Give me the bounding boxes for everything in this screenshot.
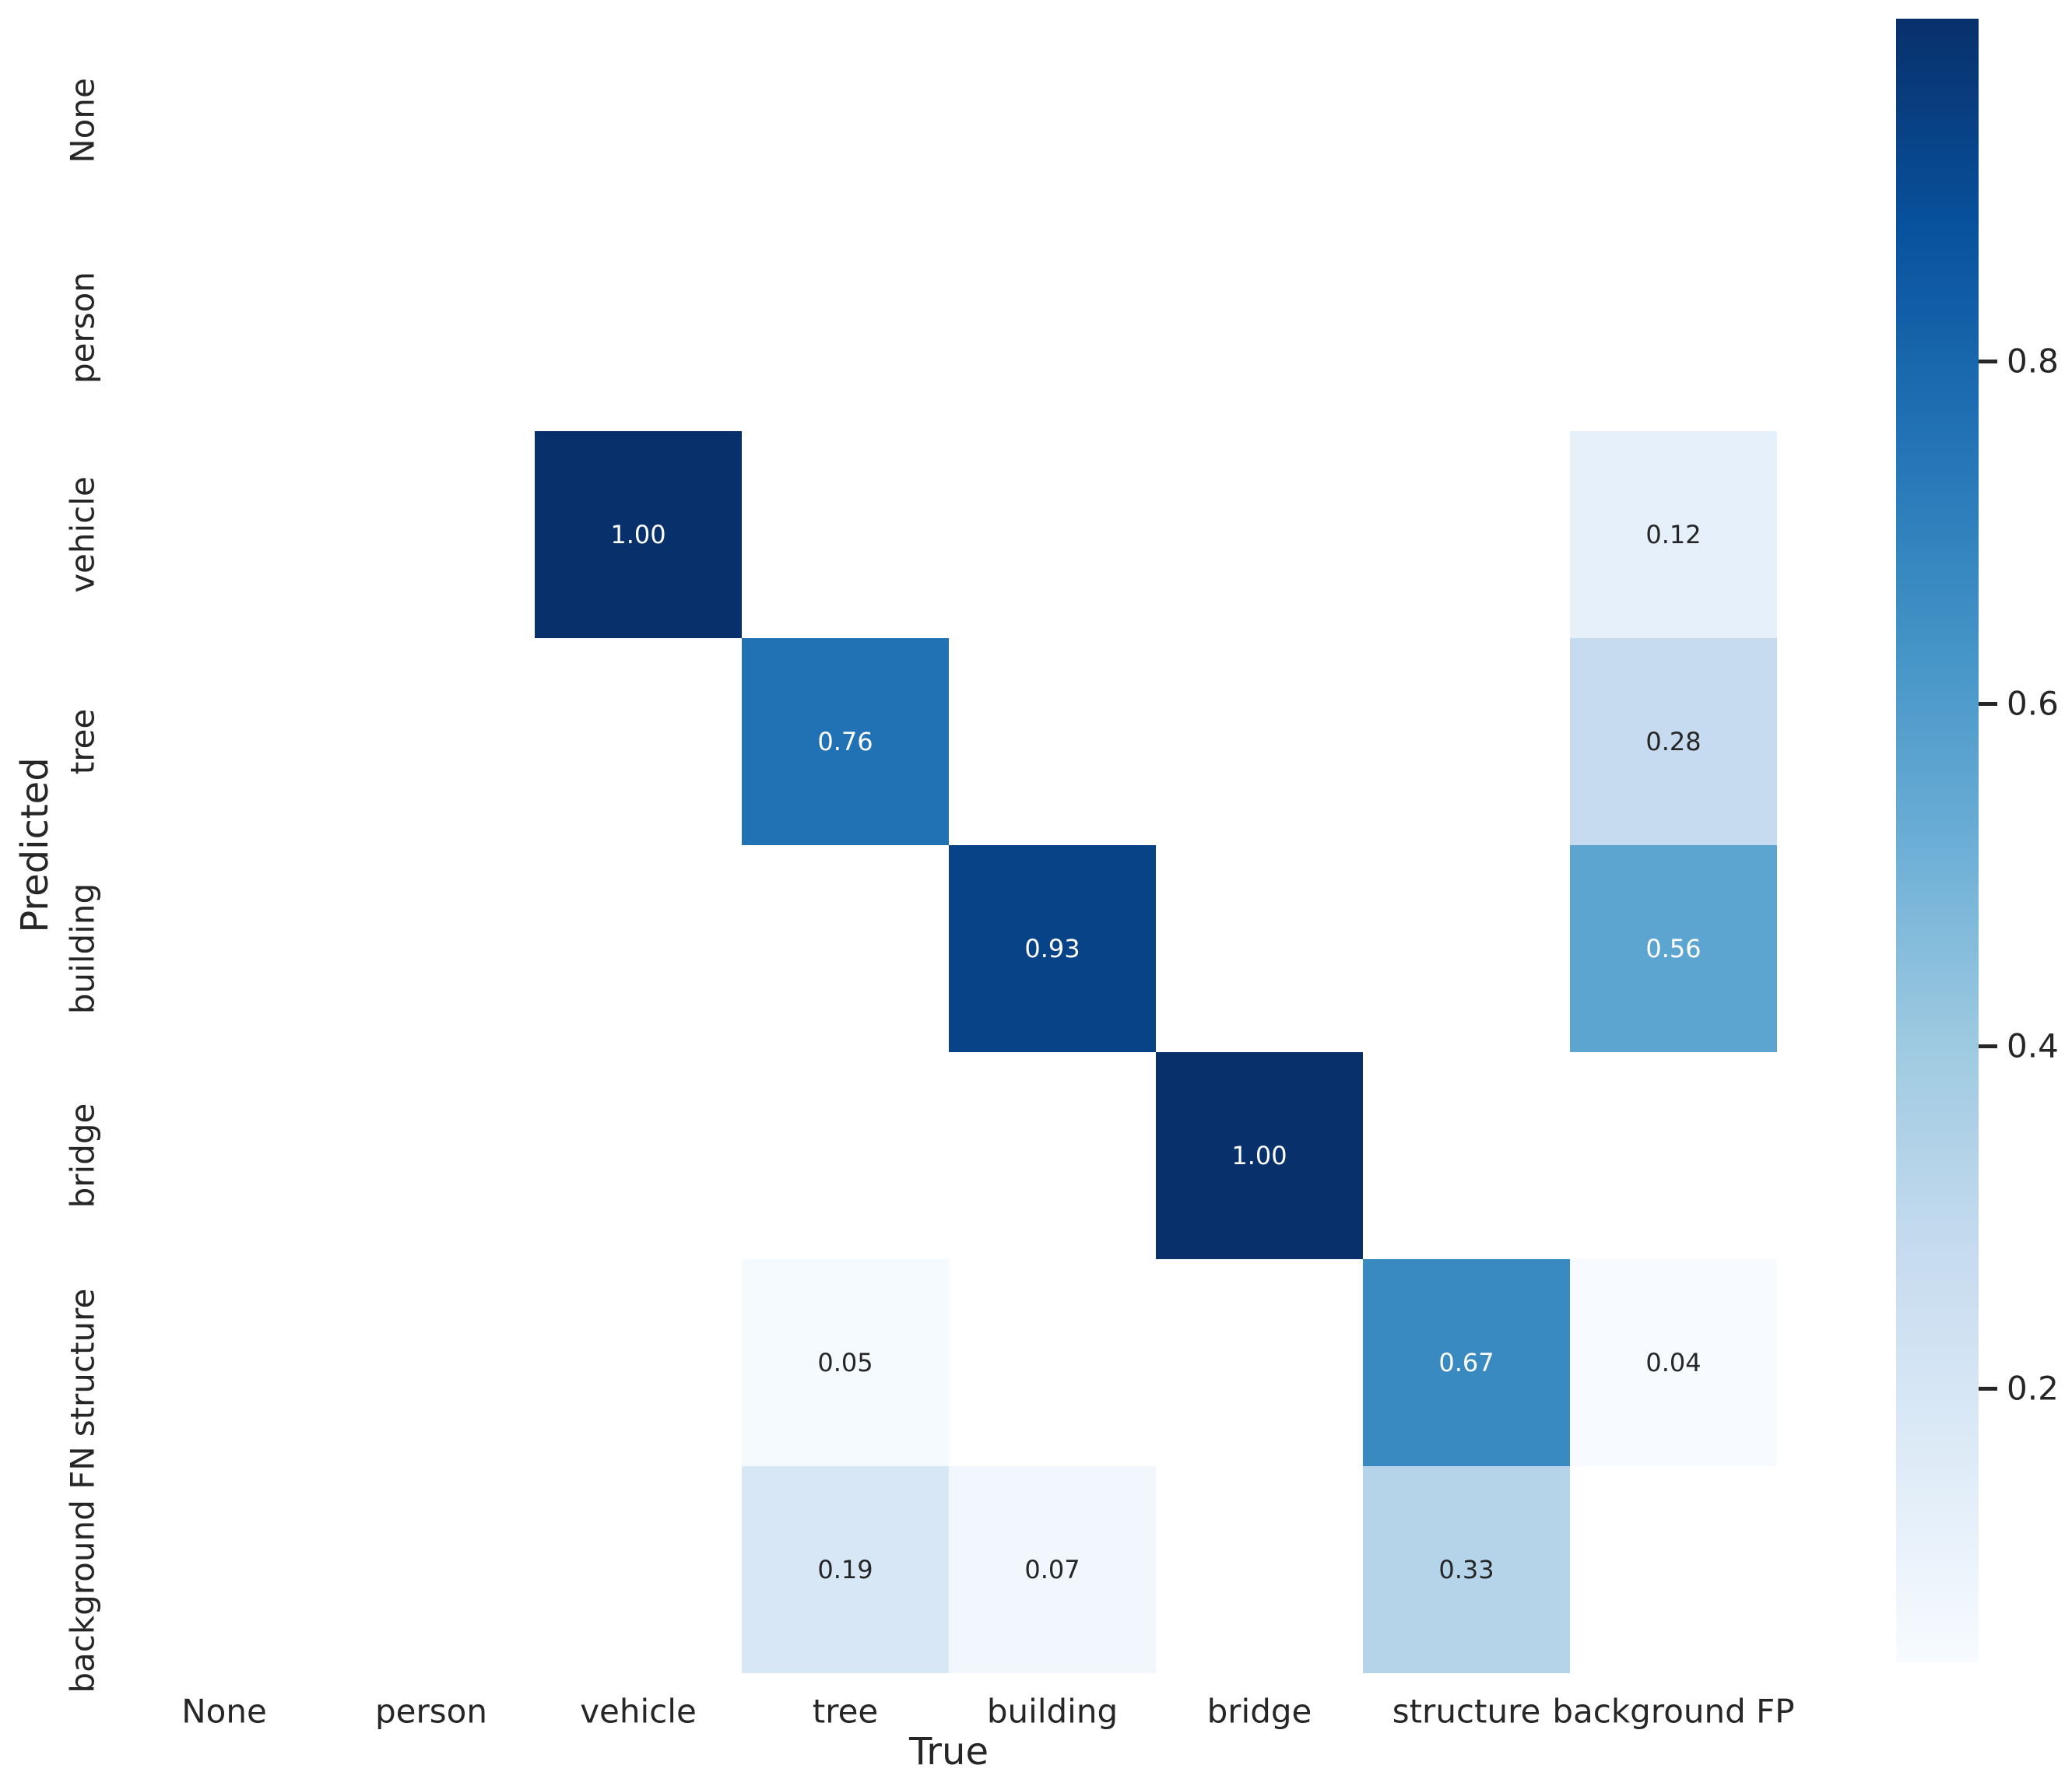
cell-value: 0.56 (1645, 934, 1701, 963)
y-tick-label: background FN (63, 1446, 102, 1693)
x-axis-title: True (909, 1730, 989, 1774)
colorbar-tick-label: 0.8 (2007, 342, 2059, 381)
cell-value: 0.93 (1024, 934, 1080, 963)
heatmap-cell: 0.19 (742, 1466, 949, 1673)
heatmap-cell: 0.07 (949, 1466, 1156, 1673)
colorbar-gradient (1896, 19, 1979, 1662)
colorbar-tick-mark (1979, 1386, 1997, 1391)
y-tick-label: tree (63, 708, 102, 775)
y-tick-label: vehicle (63, 476, 102, 593)
cell-value: 1.00 (1231, 1141, 1287, 1170)
x-tick-label: vehicle (580, 1692, 697, 1731)
cell-value: 0.67 (1438, 1348, 1494, 1377)
colorbar-tick-label: 0.4 (2007, 1026, 2059, 1065)
y-axis-title: Predicted (13, 757, 57, 933)
cell-value: 0.07 (1024, 1555, 1080, 1584)
x-tick-label: building (986, 1692, 1119, 1731)
cell-value: 0.19 (817, 1555, 873, 1584)
cell-value: 0.12 (1645, 520, 1701, 549)
y-tick-label: person (63, 272, 102, 384)
y-tick-label: bridge (63, 1103, 102, 1209)
cell-value: 0.76 (817, 727, 873, 756)
y-tick-label: building (63, 882, 102, 1015)
heatmap-cell: 0.76 (742, 638, 949, 845)
heatmap-cell: 0.56 (1570, 845, 1777, 1052)
y-tick-label: structure (63, 1288, 102, 1437)
cell-value: 0.33 (1438, 1555, 1494, 1584)
heatmap-cell: 0.12 (1570, 431, 1777, 638)
colorbar-tick-mark (1979, 701, 1997, 706)
colorbar-tick-mark (1979, 1044, 1997, 1048)
heatmap-cell: 1.00 (535, 431, 742, 638)
heatmap-cell: 0.67 (1363, 1259, 1570, 1466)
heatmap-cell: 0.28 (1570, 638, 1777, 845)
cell-value: 0.28 (1645, 727, 1701, 756)
cell-value: 0.04 (1645, 1348, 1701, 1377)
colorbar-tick-label: 0.2 (2007, 1369, 2059, 1408)
cell-value: 0.05 (817, 1348, 873, 1377)
heatmap-cell: 0.04 (1570, 1259, 1777, 1466)
heatmap-cell: 1.00 (1156, 1052, 1363, 1259)
heatmap-cell: 0.33 (1363, 1466, 1570, 1673)
cell-value: 1.00 (610, 520, 666, 549)
colorbar-tick-label: 0.6 (2007, 684, 2059, 723)
x-tick-label: bridge (1206, 1692, 1312, 1731)
x-tick-label: tree (812, 1692, 879, 1731)
x-tick-label: None (181, 1692, 267, 1731)
x-tick-label: background FP (1552, 1692, 1795, 1731)
colorbar-tick-mark (1979, 359, 1997, 363)
heatmap-plot-area: 1.00 0.12 0.76 0.28 0.93 0.56 1.00 0.05 0.67 0.04… (121, 17, 1777, 1673)
heatmap-cell: 0.93 (949, 845, 1156, 1052)
x-tick-label: person (375, 1692, 487, 1731)
y-tick-label: None (63, 78, 102, 163)
heatmap-cell: 0.05 (742, 1259, 949, 1466)
x-tick-label: structure (1392, 1692, 1541, 1731)
